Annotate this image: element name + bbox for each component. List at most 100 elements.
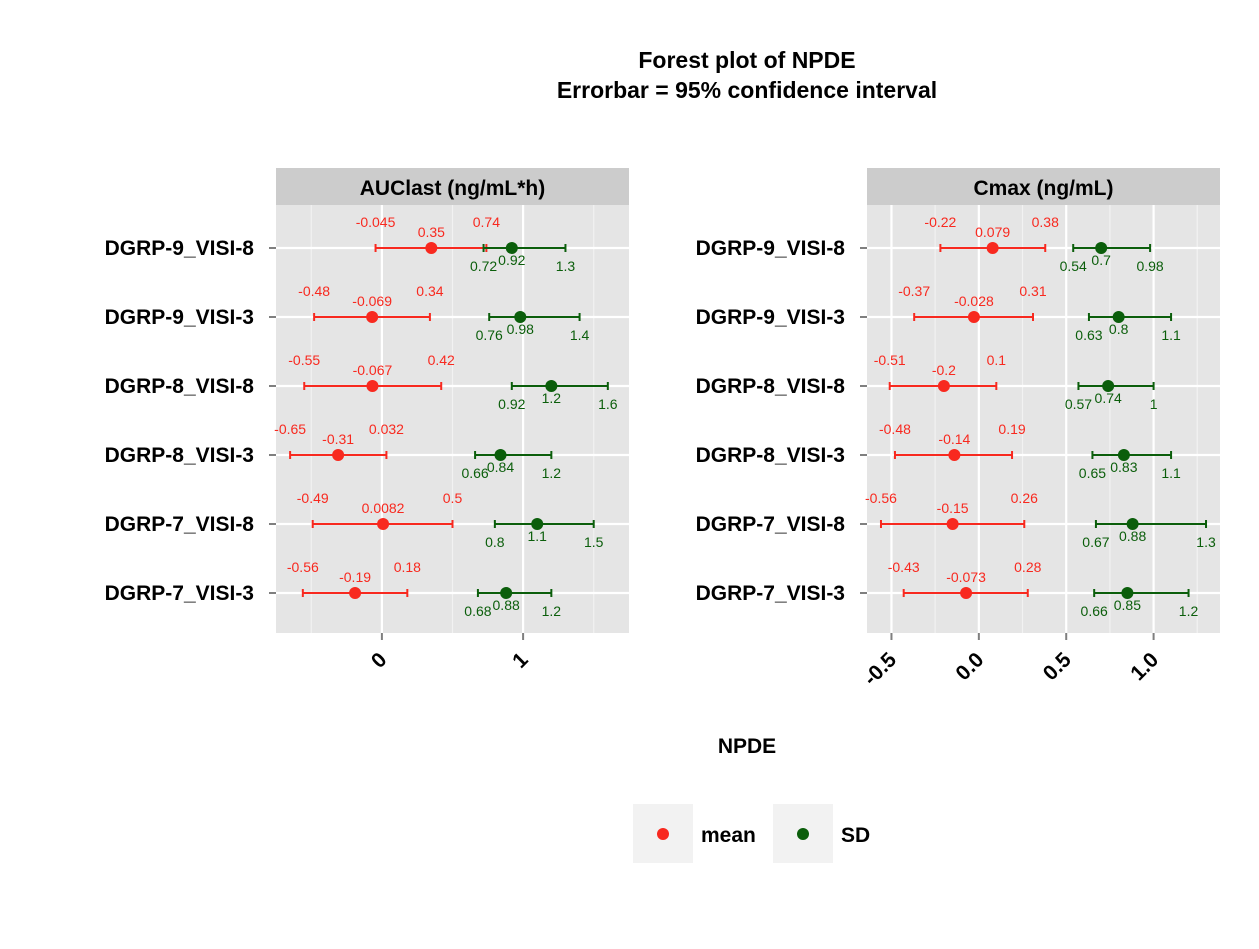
estimate-value-label: 0.84 bbox=[487, 459, 514, 475]
upper-value-label: 1.6 bbox=[598, 396, 618, 412]
lower-value-label: -0.48 bbox=[298, 283, 330, 299]
lower-value-label: 0.67 bbox=[1082, 534, 1109, 550]
estimate-point bbox=[332, 449, 345, 461]
upper-value-label: 0.19 bbox=[998, 421, 1025, 437]
y-tick-label: DGRP-7_VISI-3 bbox=[696, 582, 845, 605]
x-tick-label: 0.0 bbox=[951, 648, 988, 685]
lower-value-label: 0.63 bbox=[1075, 327, 1102, 343]
lower-value-label: -0.56 bbox=[865, 490, 897, 506]
upper-value-label: 0.31 bbox=[1019, 283, 1046, 299]
chart-subtitle: Errorbar = 95% confidence interval bbox=[557, 77, 937, 103]
y-tick-label: DGRP-7_VISI-8 bbox=[696, 513, 846, 536]
upper-value-label: 0.42 bbox=[428, 352, 455, 368]
estimate-point bbox=[494, 449, 507, 461]
upper-value-label: 1.2 bbox=[542, 603, 562, 619]
y-tick-label: DGRP-8_VISI-8 bbox=[696, 375, 846, 398]
legend-label: mean bbox=[701, 824, 756, 847]
upper-value-label: 0.74 bbox=[473, 214, 500, 230]
x-tick-label: 1 bbox=[508, 648, 533, 673]
estimate-value-label: -0.073 bbox=[946, 569, 986, 585]
estimate-value-label: 0.83 bbox=[1110, 459, 1137, 475]
panel-background bbox=[867, 205, 1220, 633]
lower-value-label: 0.8 bbox=[485, 534, 505, 550]
estimate-value-label: -0.14 bbox=[938, 431, 970, 447]
chart-title: Forest plot of NPDE bbox=[638, 47, 855, 73]
legend-key-point bbox=[657, 828, 669, 840]
estimate-value-label: 0.85 bbox=[1114, 597, 1141, 613]
panel-strip bbox=[867, 168, 1220, 205]
lower-value-label: -0.22 bbox=[924, 214, 956, 230]
estimate-value-label: -0.067 bbox=[353, 362, 393, 378]
upper-value-label: 0.38 bbox=[1032, 214, 1059, 230]
upper-value-label: 1 bbox=[1150, 396, 1158, 412]
estimate-value-label: -0.2 bbox=[932, 362, 956, 378]
upper-value-label: 1.4 bbox=[570, 327, 590, 343]
estimate-point bbox=[500, 587, 513, 599]
upper-value-label: 0.032 bbox=[369, 421, 404, 437]
estimate-point bbox=[1095, 242, 1108, 254]
estimate-value-label: 0.079 bbox=[975, 224, 1010, 240]
lower-value-label: -0.43 bbox=[888, 559, 920, 575]
upper-value-label: 1.3 bbox=[1196, 534, 1216, 550]
lower-value-label: 0.54 bbox=[1060, 258, 1087, 274]
estimate-value-label: 0.92 bbox=[498, 252, 525, 268]
legend-entry-sd: SD bbox=[773, 804, 870, 863]
y-tick-label: DGRP-9_VISI-8 bbox=[105, 237, 255, 260]
lower-value-label: 0.66 bbox=[461, 465, 488, 481]
legend: mean SD bbox=[633, 804, 870, 863]
estimate-value-label: -0.19 bbox=[339, 569, 371, 585]
estimate-point bbox=[986, 242, 999, 254]
panel-strip-title: AUClast (ng/mL*h) bbox=[360, 177, 546, 200]
estimate-value-label: 0.7 bbox=[1091, 252, 1111, 268]
estimate-point bbox=[937, 380, 950, 392]
upper-value-label: 0.34 bbox=[416, 283, 443, 299]
y-tick-label: DGRP-8_VISI-3 bbox=[105, 444, 254, 467]
y-tick-label: DGRP-8_VISI-8 bbox=[105, 375, 255, 398]
estimate-value-label: 1.2 bbox=[542, 390, 562, 406]
lower-value-label: 0.76 bbox=[476, 327, 503, 343]
estimate-point bbox=[1117, 449, 1130, 461]
estimate-value-label: 1.1 bbox=[527, 528, 547, 544]
estimate-point bbox=[505, 242, 518, 254]
upper-value-label: 0.28 bbox=[1014, 559, 1041, 575]
series-mean: -0.045 0.35 0.74 -0.48 -0.069 0.34 -0.55 -0.067… bbox=[274, 214, 500, 599]
estimate-point bbox=[946, 518, 959, 530]
estimate-point bbox=[1112, 311, 1125, 323]
estimate-value-label: 0.0082 bbox=[362, 500, 405, 516]
estimate-value-label: -0.069 bbox=[352, 293, 392, 309]
x-tick-label: 0 bbox=[367, 648, 392, 673]
estimate-value-label: 0.88 bbox=[1119, 528, 1146, 544]
estimate-value-label: -0.31 bbox=[322, 431, 354, 447]
estimate-value-label: 0.35 bbox=[418, 224, 445, 240]
lower-value-label: -0.51 bbox=[874, 352, 906, 368]
estimate-value-label: 0.8 bbox=[1109, 321, 1129, 337]
upper-value-label: 0.5 bbox=[443, 490, 463, 506]
lower-value-label: -0.48 bbox=[879, 421, 911, 437]
series-sd: 0.72 0.92 1.30.76 0.98 1.40.92 1.2 1.60.660.84… bbox=[461, 242, 618, 619]
estimate-point bbox=[366, 380, 379, 392]
estimate-point bbox=[1121, 587, 1134, 599]
lower-value-label: -0.55 bbox=[288, 352, 320, 368]
lower-value-label: 0.65 bbox=[1079, 465, 1106, 481]
upper-value-label: 1.2 bbox=[542, 465, 562, 481]
y-tick-label: DGRP-7_VISI-8 bbox=[105, 513, 255, 536]
estimate-point bbox=[349, 587, 362, 599]
panel-1: AUClast (ng/mL*h) DGRP-9_VISI-8 DGRP-9_VIS… bbox=[105, 168, 629, 673]
estimate-point bbox=[1102, 380, 1115, 392]
legend-entry-mean: mean bbox=[633, 804, 756, 863]
estimate-value-label: 0.98 bbox=[507, 321, 534, 337]
x-tick-label: -0.5 bbox=[859, 648, 901, 690]
upper-value-label: 1.1 bbox=[1161, 327, 1181, 343]
estimate-point bbox=[948, 449, 961, 461]
panel-strip bbox=[276, 168, 629, 205]
estimate-point bbox=[545, 380, 558, 392]
lower-value-label: 0.57 bbox=[1065, 396, 1092, 412]
series-sd: 0.54 0.7 0.98 0.63 0.8 1.1 0.57 0.74 1 0.65 0.83 1.… bbox=[1060, 242, 1216, 619]
estimate-point bbox=[531, 518, 544, 530]
panel-strip-title: Cmax (ng/mL) bbox=[973, 177, 1113, 200]
y-tick-label: DGRP-9_VISI-8 bbox=[696, 237, 846, 260]
estimate-point bbox=[1126, 518, 1139, 530]
estimate-point bbox=[377, 518, 390, 530]
y-tick-label: DGRP-7_VISI-3 bbox=[105, 582, 254, 605]
